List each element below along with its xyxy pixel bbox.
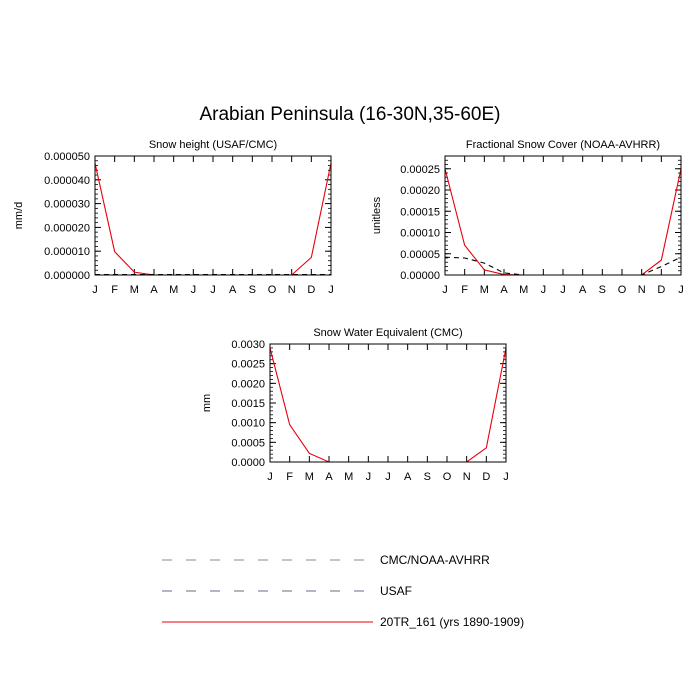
y-tick-label: 0.0010 [231,418,265,430]
y-tick-label: 0.000000 [44,270,90,282]
x-tick-label: J [541,284,547,296]
x-tick-label: A [500,284,508,296]
legend-item-3: 20TR_161 (yrs 1890-1909) [162,615,524,629]
x-tick-label: J [560,284,566,296]
y-axis-label: unitless [371,196,383,234]
y-tick-label: 0.0015 [231,398,265,410]
x-tick-label: O [618,284,627,296]
y-tick-label: 0.00005 [400,249,440,261]
y-axis-label: mm/d [13,202,25,230]
x-tick-label: S [599,284,606,296]
y-tick-label: 0.00025 [400,164,440,176]
page-title: Arabian Peninsula (16-30N,35-60E) [199,104,501,125]
x-tick-label: A [150,284,158,296]
x-tick-label: J [191,284,197,296]
x-tick-label: F [111,284,118,296]
x-tick-label: J [503,471,509,483]
y-tick-label: 0.00020 [400,185,440,197]
y-tick-label: 0.000020 [44,222,90,234]
y-tick-label: 0.0025 [231,359,265,371]
x-tick-label: J [366,471,372,483]
plot-frame [444,155,682,276]
y-tick-label: 0.000050 [44,151,90,163]
legend-label: USAF [380,584,412,598]
y-tick-label: 0.00000 [400,270,440,282]
x-tick-label: N [638,284,646,296]
x-tick-label: A [579,284,587,296]
x-tick-label: D [657,284,665,296]
x-tick-label: S [424,471,431,483]
legend-item-1: CMC/NOAA-AVHRR [162,553,490,567]
x-tick-label: M [480,284,489,296]
chart-title: Snow height (USAF/CMC) [149,139,277,151]
y-tick-label: 0.000040 [44,175,90,187]
x-tick-label: J [385,471,391,483]
x-tick-label: N [288,284,296,296]
y-tick-label: 0.000030 [44,199,90,211]
x-tick-label: M [169,284,178,296]
x-tick-label: J [267,471,273,483]
chart-panel-2: Fractional Snow Cover (NOAA-AVHRR) unitle… [371,139,684,296]
x-tick-label: F [286,471,293,483]
x-tick-label: J [678,284,684,296]
x-tick-label: M [130,284,139,296]
chart-panel-3: Snow Water Equivalent (CMC) mm 0.0000 0.000… [201,327,509,483]
y-tick-label: 0.0020 [231,378,265,390]
x-tick-label: M [305,471,314,483]
plot-frame [269,343,507,463]
plot-frame [94,155,332,276]
x-tick-label: J [210,284,216,296]
x-tick-label: O [443,471,452,483]
x-tick-label: A [404,471,412,483]
x-tick-label: M [344,471,353,483]
y-tick-label: 0.0005 [231,437,265,449]
chart-panel-1: Snow height (USAF/CMC) mm/d 0.000000 0.0000… [13,139,334,296]
x-tick-label: J [328,284,334,296]
x-tick-label: D [307,284,315,296]
x-tick-label: J [442,284,448,296]
x-tick-label: O [268,284,277,296]
x-tick-label: A [229,284,237,296]
x-tick-label: A [325,471,333,483]
legend-item-2: USAF [162,584,412,598]
x-tick-label: D [482,471,490,483]
x-tick-label: J [92,284,98,296]
x-tick-label: N [463,471,471,483]
y-tick-label: 0.00015 [400,206,440,218]
legend-label: 20TR_161 (yrs 1890-1909) [380,615,524,629]
y-axis-label: mm [201,394,213,412]
x-tick-label: F [461,284,468,296]
chart-title: Snow Water Equivalent (CMC) [313,327,462,339]
chart-title: Fractional Snow Cover (NOAA-AVHRR) [466,139,660,151]
y-tick-label: 0.0000 [231,457,265,469]
x-tick-label: M [519,284,528,296]
legend-label: CMC/NOAA-AVHRR [380,553,490,567]
y-tick-label: 0.00010 [400,228,440,240]
y-tick-label: 0.0030 [231,339,265,351]
y-tick-label: 0.000010 [44,246,90,258]
x-tick-label: S [249,284,256,296]
